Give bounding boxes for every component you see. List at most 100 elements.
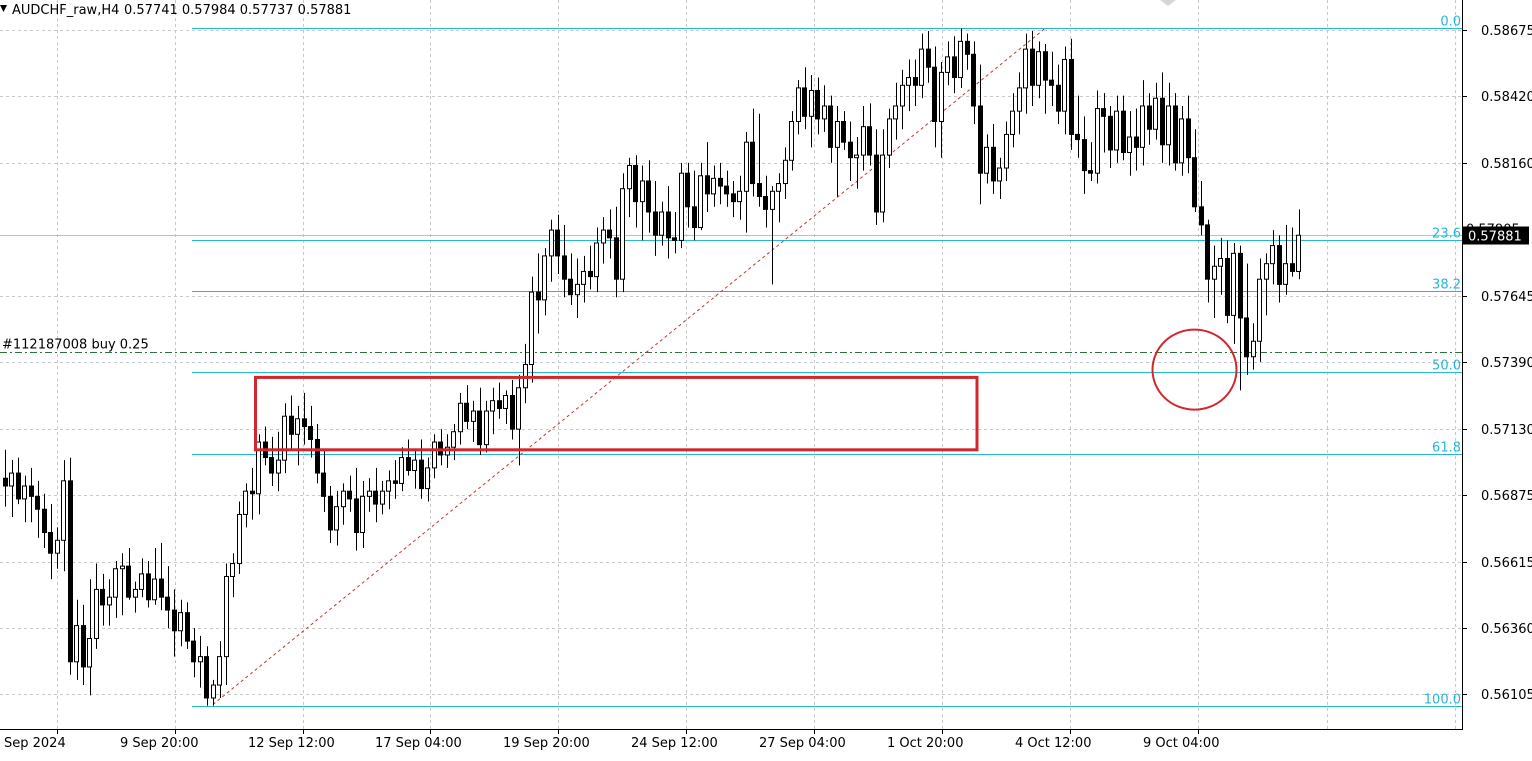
candle[interactable] (1238, 245, 1243, 391)
candle[interactable] (68, 457, 73, 675)
candle[interactable] (588, 245, 593, 290)
candle[interactable] (1043, 43, 1048, 114)
candle[interactable] (1160, 72, 1165, 163)
candle[interactable] (997, 157, 1002, 200)
candle[interactable] (711, 165, 716, 207)
candle[interactable] (113, 560, 118, 618)
candle[interactable] (263, 426, 268, 466)
candle[interactable] (347, 475, 352, 512)
candle[interactable] (841, 111, 846, 150)
candle[interactable] (1023, 33, 1028, 114)
candle[interactable] (321, 449, 326, 512)
candle[interactable] (1218, 237, 1223, 295)
candle[interactable] (497, 382, 502, 419)
candle[interactable] (1179, 105, 1184, 176)
candle[interactable] (165, 566, 170, 629)
scroll-shift-marker-icon[interactable] (1160, 0, 1176, 6)
candle[interactable] (256, 434, 261, 515)
candle[interactable] (796, 80, 801, 135)
candle[interactable] (1069, 38, 1074, 150)
candle[interactable] (1264, 253, 1269, 316)
candle[interactable] (627, 157, 632, 218)
candle[interactable] (146, 560, 151, 608)
candle[interactable] (640, 165, 645, 241)
candle[interactable] (217, 641, 222, 698)
candle[interactable] (250, 467, 255, 520)
candle[interactable] (1257, 258, 1262, 362)
candle[interactable] (1244, 263, 1249, 375)
candle[interactable] (295, 405, 300, 466)
candle[interactable] (1114, 95, 1119, 163)
candle[interactable] (243, 483, 248, 528)
candle[interactable] (360, 480, 365, 549)
candle[interactable] (601, 217, 606, 264)
candle[interactable] (1251, 323, 1256, 370)
candle[interactable] (594, 227, 599, 293)
candle[interactable] (1290, 227, 1295, 277)
candle[interactable] (835, 105, 840, 197)
candle[interactable] (692, 170, 697, 241)
candle[interactable] (237, 501, 242, 574)
candle[interactable] (510, 380, 515, 440)
candle[interactable] (744, 131, 749, 233)
candle[interactable] (1296, 209, 1301, 280)
candle[interactable] (919, 33, 924, 99)
candle[interactable] (55, 527, 60, 569)
candle[interactable] (126, 548, 131, 600)
candle[interactable] (542, 248, 547, 316)
candle[interactable] (614, 206, 619, 298)
candle[interactable] (1192, 129, 1197, 212)
candle[interactable] (282, 403, 287, 474)
candle[interactable] (861, 105, 866, 171)
candle[interactable] (61, 460, 66, 572)
candle[interactable] (718, 162, 723, 205)
candle[interactable] (464, 385, 469, 430)
candle[interactable] (1088, 142, 1093, 181)
candle[interactable] (276, 431, 281, 492)
candle[interactable] (1121, 95, 1126, 161)
candle[interactable] (484, 400, 489, 453)
candle[interactable] (198, 635, 203, 688)
candle[interactable] (1056, 64, 1061, 125)
candle[interactable] (1231, 243, 1236, 344)
candle[interactable] (913, 59, 918, 106)
candle[interactable] (1277, 235, 1282, 303)
candle[interactable] (705, 142, 710, 212)
candle[interactable] (87, 579, 92, 696)
candle[interactable] (653, 180, 658, 256)
candle[interactable] (900, 69, 905, 130)
candle[interactable] (958, 28, 963, 88)
candle[interactable] (328, 486, 333, 543)
candle[interactable] (659, 201, 664, 246)
candle[interactable] (633, 155, 638, 228)
candle[interactable] (1062, 46, 1067, 135)
collapse-triangle-icon[interactable] (0, 5, 7, 12)
candle[interactable] (1199, 180, 1204, 236)
candle[interactable] (757, 113, 762, 207)
candle[interactable] (893, 82, 898, 140)
candle[interactable] (35, 480, 40, 538)
candle[interactable] (1166, 82, 1171, 166)
candle[interactable] (549, 219, 554, 282)
candle[interactable] (451, 423, 456, 461)
candle[interactable] (750, 108, 755, 197)
support-zone-rectangle[interactable] (254, 375, 979, 452)
candle[interactable] (204, 646, 209, 706)
candle[interactable] (1030, 31, 1035, 106)
candle[interactable] (1140, 80, 1145, 166)
candle[interactable] (874, 129, 879, 225)
candle[interactable] (373, 467, 378, 523)
candle[interactable] (334, 491, 339, 546)
candle[interactable] (74, 599, 79, 680)
candle[interactable] (770, 186, 775, 285)
candle[interactable] (302, 392, 307, 445)
candle[interactable] (9, 460, 14, 518)
candle[interactable] (731, 180, 736, 218)
candle[interactable] (230, 553, 235, 598)
candle[interactable] (412, 449, 417, 489)
candle[interactable] (3, 449, 8, 507)
candle[interactable] (133, 581, 138, 613)
candle[interactable] (1205, 219, 1210, 303)
candle[interactable] (809, 74, 814, 148)
